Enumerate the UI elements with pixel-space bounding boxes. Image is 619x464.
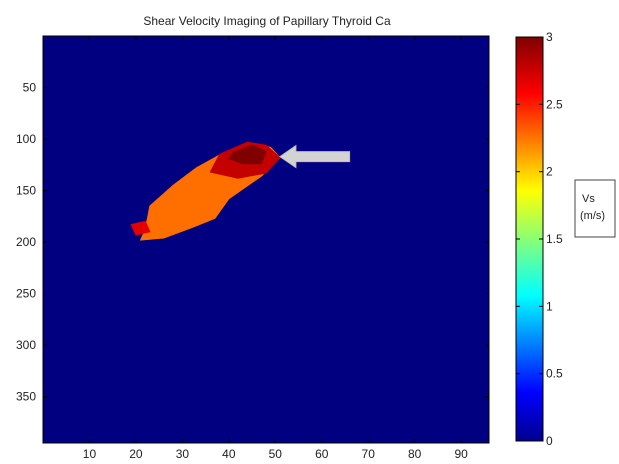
unit-label-ms: (m/s) <box>580 210 605 222</box>
x-tick-label-80: 80 <box>408 447 422 461</box>
plot-area <box>42 35 490 444</box>
annotation-arrow-0 <box>279 144 351 169</box>
colorbar-tick-label-2: 1 <box>546 299 553 313</box>
x-tick-label-20: 20 <box>129 447 143 461</box>
colorbar-tick-label-1: 0.5 <box>546 367 563 381</box>
x-tick-label-60: 60 <box>315 447 329 461</box>
x-tick-label-30: 30 <box>176 447 190 461</box>
x-tick-label-90: 90 <box>454 447 468 461</box>
y-axis: 50 100 150 200 250 300 350 <box>16 81 489 404</box>
y-tick-label-300: 300 <box>16 338 36 352</box>
plot-background <box>42 35 490 444</box>
colorbar: 0 0.5 1 1.5 2 2.5 3 <box>515 30 563 448</box>
y-tick-label-350: 350 <box>16 390 36 404</box>
colorbar-tick-label-6: 3 <box>546 30 553 44</box>
x-tick-label-50: 50 <box>269 447 283 461</box>
x-tick-label-40: 40 <box>222 447 236 461</box>
velocity-regions <box>130 141 281 241</box>
y-tick-label-200: 200 <box>16 235 36 249</box>
y-tick-label-150: 150 <box>16 184 36 198</box>
y-tick-label-100: 100 <box>16 132 36 146</box>
colorbar-tick-label-5: 2.5 <box>546 97 563 111</box>
lesion-edge-left-region <box>130 220 151 236</box>
colorbar-ticks: 0 0.5 1 1.5 2 2.5 3 <box>516 30 563 448</box>
unit-label-vs: Vs <box>582 193 595 205</box>
chart-title: Shear Velocity Imaging of Papillary Thyr… <box>143 14 391 28</box>
velocity-unit-box: Vs (m/s) <box>574 179 616 238</box>
colorbar-tick-label-4: 2 <box>546 165 553 179</box>
annotations <box>279 144 351 169</box>
y-tick-label-250: 250 <box>16 287 36 301</box>
colorbar-tick-label-3: 1.5 <box>546 232 563 246</box>
colorbar-tick-label-0: 0 <box>546 434 553 448</box>
colorbar-gradient <box>515 36 544 442</box>
x-tick-label-70: 70 <box>362 447 376 461</box>
x-axis: 10 20 30 40 50 60 70 80 90 <box>83 36 468 461</box>
x-tick-label-10: 10 <box>83 447 97 461</box>
y-tick-label-50: 50 <box>23 81 37 95</box>
lesion-peak-region <box>227 144 267 165</box>
